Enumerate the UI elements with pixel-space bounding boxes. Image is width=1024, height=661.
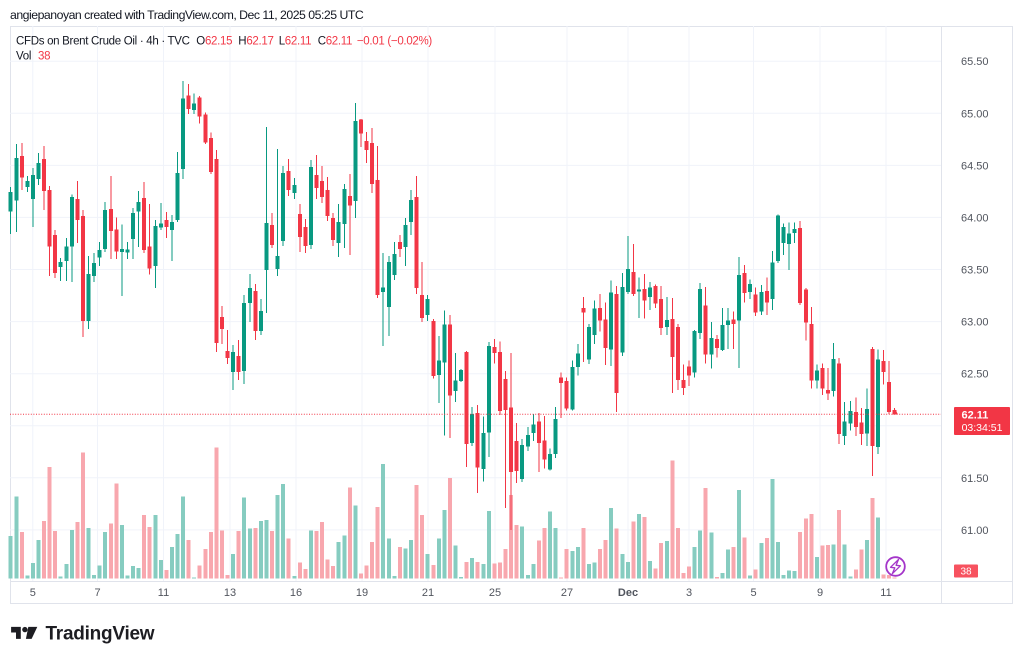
svg-text:11: 11 [880, 587, 891, 599]
svg-text:21: 21 [422, 587, 434, 599]
svg-text:TradingView: TradingView [46, 624, 155, 645]
svg-text:63.00: 63.00 [961, 317, 989, 329]
svg-text:O62.15: O62.15 [196, 36, 232, 48]
svg-text:62.50: 62.50 [961, 369, 989, 381]
svg-text:65.00: 65.00 [961, 108, 989, 120]
svg-text:angiepanoyan created with Trad: angiepanoyan created with TradingView.co… [10, 8, 364, 22]
svg-text:38: 38 [960, 567, 972, 578]
svg-text:CFDs on Brent Crude Oil · 4h ·: CFDs on Brent Crude Oil · 4h · TVC [16, 36, 190, 48]
svg-text:Dec: Dec [618, 587, 638, 599]
svg-text:3: 3 [686, 587, 692, 599]
svg-text:61.50: 61.50 [961, 473, 989, 485]
svg-text:5: 5 [30, 587, 36, 599]
svg-text:11: 11 [158, 587, 169, 599]
svg-text:03:34:51: 03:34:51 [962, 422, 1003, 434]
svg-text:13: 13 [224, 587, 236, 599]
svg-text:Vol: Vol [16, 51, 31, 63]
svg-text:62.11: 62.11 [962, 410, 989, 422]
svg-text:25: 25 [489, 587, 501, 599]
svg-text:7: 7 [94, 587, 100, 599]
svg-text:63.50: 63.50 [961, 265, 989, 277]
svg-text:−0.01 (−0.02%): −0.01 (−0.02%) [357, 36, 433, 48]
svg-text:65.50: 65.50 [961, 56, 989, 68]
svg-text:9: 9 [817, 587, 823, 599]
svg-text:64.00: 64.00 [961, 212, 989, 224]
svg-text:27: 27 [561, 587, 573, 599]
svg-text:38: 38 [38, 51, 50, 63]
svg-text:5: 5 [750, 587, 756, 599]
svg-text:C62.11: C62.11 [318, 36, 352, 48]
svg-text:16: 16 [290, 587, 302, 599]
svg-text:L62.11: L62.11 [279, 36, 312, 48]
svg-text:H62.17: H62.17 [238, 36, 273, 48]
svg-text:64.50: 64.50 [961, 160, 989, 172]
svg-text:61.00: 61.00 [961, 525, 989, 537]
svg-text:19: 19 [356, 587, 368, 599]
